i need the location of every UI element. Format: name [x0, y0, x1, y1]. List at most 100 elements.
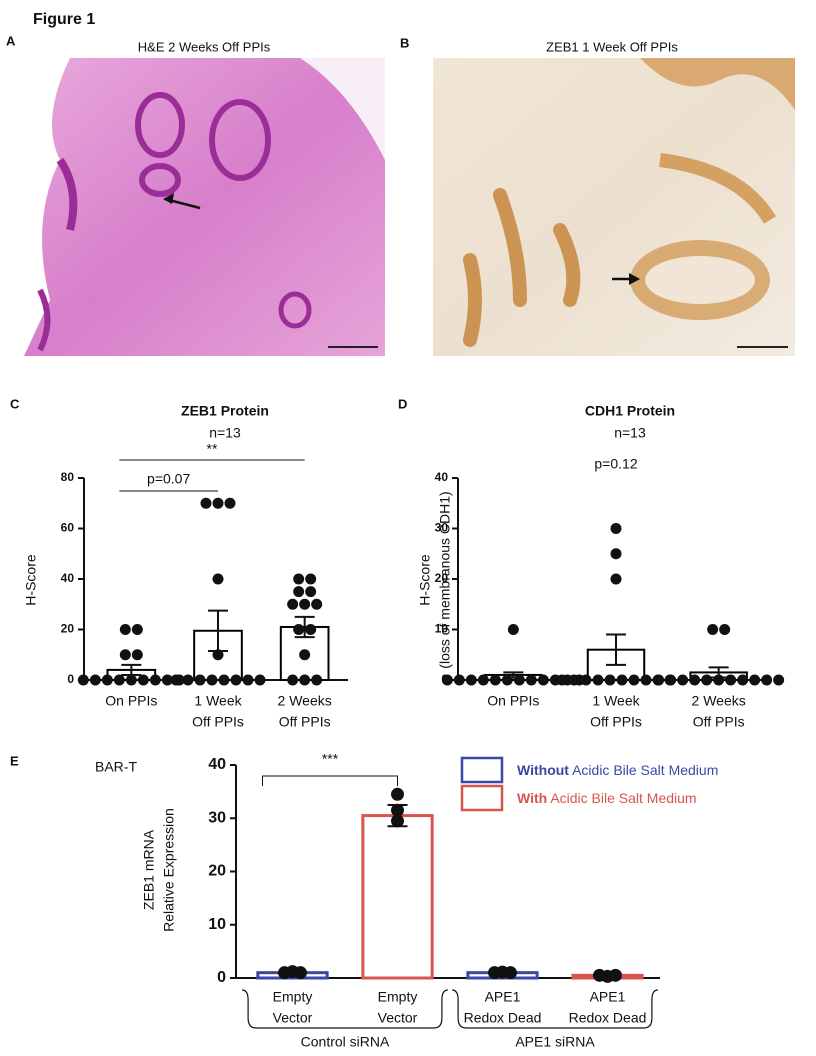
data-point	[212, 497, 224, 509]
data-point	[305, 573, 317, 585]
annotation: p=0.07	[147, 471, 190, 487]
data-point	[609, 968, 622, 982]
x-tick-label: Redox Dead	[464, 1010, 542, 1026]
x-tick-label: APE1	[485, 989, 521, 1005]
data-point	[580, 674, 592, 686]
panel-letter: D	[398, 396, 407, 411]
chart-title: CDH1 Protein	[585, 403, 675, 419]
data-point	[453, 674, 465, 686]
data-point	[311, 674, 323, 686]
y-axis-label: H-Score	[23, 554, 39, 606]
error-bar	[708, 666, 729, 679]
chart-subtitle: n=13	[209, 425, 241, 441]
data-point	[224, 497, 236, 509]
error-bar	[606, 633, 626, 666]
y-tick-label: 40	[435, 470, 449, 484]
data-point	[616, 674, 628, 686]
data-point	[305, 624, 317, 635]
image-title: ZEB1 1 Week Off PPIs	[546, 39, 678, 54]
y-tick-label: 0	[217, 969, 226, 986]
chart-subtitle: n=13	[614, 425, 646, 441]
data-point	[242, 674, 254, 686]
error-bar	[492, 971, 513, 975]
data-point	[537, 674, 549, 686]
data-point	[513, 674, 525, 686]
data-point	[89, 674, 101, 686]
data-point	[749, 674, 761, 686]
data-point	[592, 674, 604, 686]
legend-label: With Acidic Bile Salt Medium	[517, 790, 697, 806]
data-point	[131, 649, 143, 661]
legend-label: Without Acidic Bile Salt Medium	[517, 762, 718, 778]
x-tick-label: Empty	[378, 989, 418, 1005]
x-tick-label: APE1	[590, 989, 626, 1005]
data-point	[299, 674, 311, 686]
data-point	[194, 674, 206, 686]
group-label: APE1 siRNA	[515, 1034, 595, 1050]
histology-image	[24, 58, 385, 356]
significance-bracket	[262, 775, 398, 786]
x-tick-label: 1 Week	[194, 693, 242, 709]
error-bar	[208, 609, 228, 652]
error-bar	[503, 671, 524, 679]
data-point	[628, 674, 640, 686]
image-title: H&E 2 Weeks Off PPIs	[138, 39, 271, 54]
x-tick-label: 2 Weeks	[278, 693, 332, 709]
error-bar	[282, 970, 303, 975]
annotation: **	[207, 441, 218, 457]
y-tick-label: 10	[208, 916, 226, 933]
legend-swatch	[460, 784, 504, 812]
bar	[361, 814, 434, 980]
x-tick-label: On PPIs	[487, 693, 539, 709]
x-tick-label: Off PPIs	[279, 714, 331, 730]
data-point	[501, 674, 513, 686]
data-point	[299, 598, 311, 610]
data-point	[640, 674, 652, 686]
data-point	[149, 674, 161, 686]
data-point	[465, 674, 477, 686]
data-point	[610, 523, 622, 534]
data-point	[610, 573, 622, 585]
x-tick-label: Off PPIs	[693, 714, 745, 730]
data-point	[200, 497, 212, 509]
y-tick-label: 30	[208, 809, 226, 826]
data-point	[737, 674, 749, 686]
annotation: p=0.12	[594, 456, 637, 472]
y-tick-label: 0	[67, 672, 74, 686]
data-point	[131, 624, 143, 635]
data-point	[206, 674, 218, 686]
data-point	[125, 674, 137, 686]
data-point	[101, 674, 113, 686]
data-point	[293, 586, 305, 598]
category-bracket	[452, 989, 658, 1029]
data-point	[119, 624, 131, 635]
y-tick-label: 80	[61, 470, 75, 484]
data-point	[525, 674, 537, 686]
data-point	[665, 674, 677, 686]
data-point	[293, 573, 305, 585]
x-tick-label: 2 Weeks	[692, 693, 746, 709]
data-point	[218, 674, 230, 686]
category-bracket	[242, 989, 448, 1029]
data-point	[182, 674, 194, 686]
error-bar	[121, 663, 142, 676]
x-tick-label: Vector	[378, 1010, 418, 1026]
panel-letter: C	[10, 396, 20, 411]
data-point	[119, 649, 131, 661]
y-tick-label: 20	[208, 863, 226, 880]
chart-title: BAR-T	[95, 759, 137, 775]
data-point	[677, 674, 689, 686]
x-tick-label: Redox Dead	[569, 1010, 647, 1026]
data-point	[556, 674, 568, 686]
y-tick-label: 60	[61, 521, 75, 535]
data-point	[725, 674, 737, 686]
x-tick-label: Off PPIs	[192, 714, 244, 730]
x-tick-label: 1 Week	[592, 693, 640, 709]
annotation: ***	[322, 751, 339, 767]
data-point	[305, 586, 317, 598]
panel-letter: E	[10, 753, 19, 768]
y-axis-label: H-Score	[417, 554, 433, 606]
group-label: Control siRNA	[301, 1034, 390, 1050]
error-bar	[294, 615, 315, 639]
